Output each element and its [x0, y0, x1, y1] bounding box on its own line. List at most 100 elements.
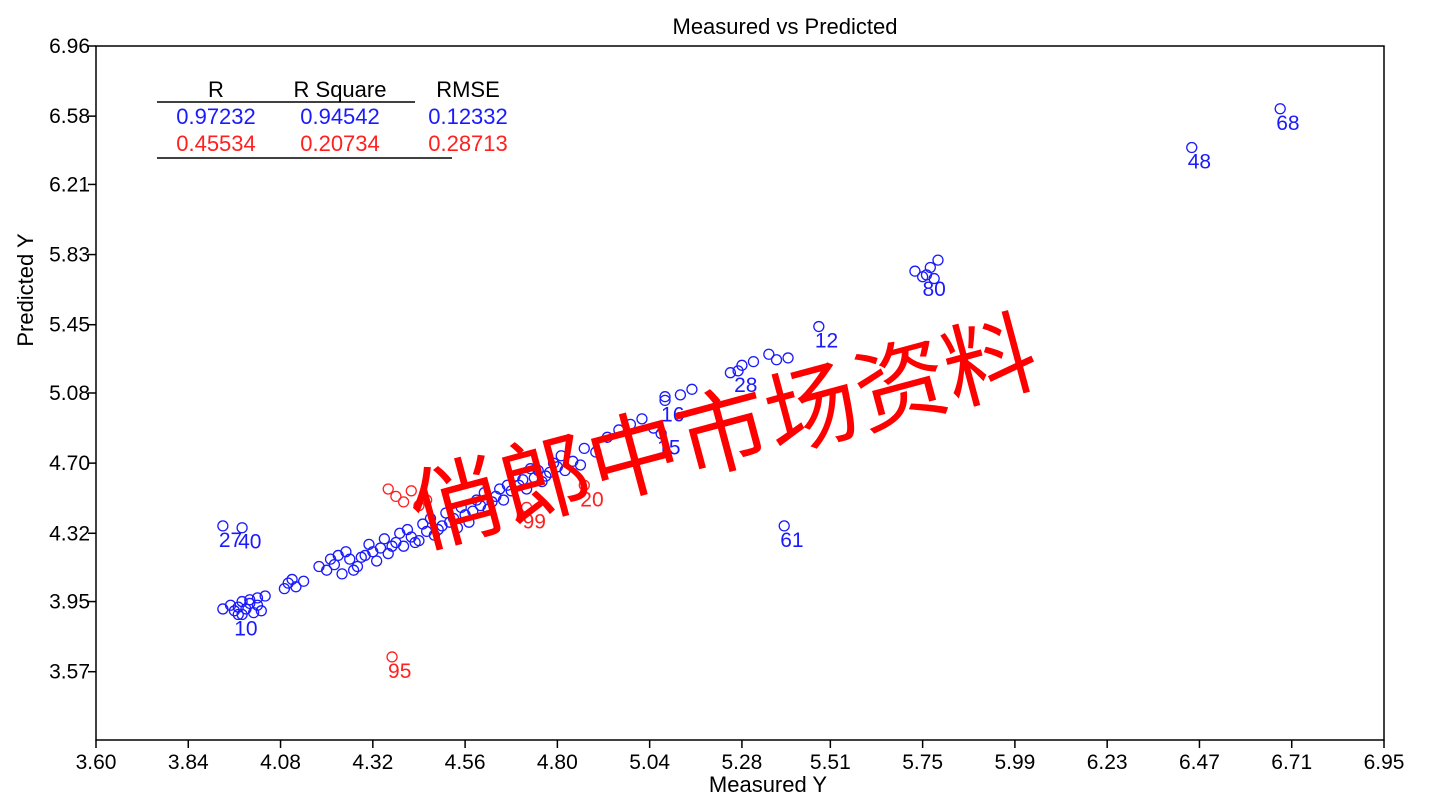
- x-tick-label: 5.28: [721, 751, 762, 774]
- chart-title: Measured vs Predicted: [673, 14, 898, 39]
- data-point: [332, 549, 344, 562]
- y-tick-label: 3.95: [49, 591, 90, 614]
- data-point: [486, 496, 498, 508]
- data-point: [363, 538, 375, 551]
- data-point: [313, 560, 325, 573]
- x-tick-label: 4.56: [445, 751, 486, 774]
- point-label: 95: [388, 660, 411, 683]
- data-point: [244, 594, 256, 606]
- y-tick-label: 5.83: [49, 244, 90, 267]
- x-tick-label: 5.04: [629, 751, 670, 774]
- data-point: [555, 450, 567, 462]
- stats-header: R: [208, 77, 224, 102]
- y-tick-label: 6.96: [49, 35, 90, 58]
- data-point: [647, 422, 660, 434]
- data-point: [386, 651, 398, 663]
- x-tick-label: 6.47: [1179, 751, 1220, 774]
- data-point: [390, 490, 402, 503]
- x-tick-label: 3.60: [76, 751, 117, 774]
- data-point: [444, 516, 456, 528]
- point-label: 48: [1188, 151, 1211, 174]
- point-label: 12: [815, 330, 838, 353]
- data-point: [413, 499, 425, 512]
- x-tick-label: 6.71: [1271, 751, 1312, 774]
- data-point: [674, 389, 687, 401]
- point-label: 28: [734, 374, 757, 397]
- data-point: [232, 608, 244, 621]
- data-point: [236, 522, 248, 534]
- data-point: [467, 505, 479, 517]
- data-point: [636, 413, 648, 425]
- data-point: [224, 599, 237, 611]
- x-tick-label: 6.23: [1087, 751, 1128, 774]
- data-point: [397, 496, 410, 508]
- data-point: [371, 555, 383, 567]
- data-point: [347, 564, 360, 576]
- data-point: [217, 520, 229, 532]
- data-point: [328, 559, 341, 571]
- data-point: [520, 483, 533, 495]
- y-tick-label: 5.08: [49, 382, 90, 405]
- data-point: [278, 582, 291, 595]
- point-label: 15: [657, 437, 680, 460]
- data-point: [494, 483, 506, 495]
- data-point: [601, 431, 614, 443]
- data-point: [578, 479, 590, 491]
- y-tick-label: 6.58: [49, 105, 90, 128]
- stats-table: R R Square RMSE 0.97232 0.94542 0.12332 0.4553…: [157, 77, 508, 159]
- x-tick-label: 4.08: [260, 751, 301, 774]
- x-tick-label: 4.32: [352, 751, 393, 774]
- data-point: [544, 466, 556, 479]
- x-tick-label: 5.99: [994, 751, 1035, 774]
- data-point: [613, 424, 625, 436]
- y-tick-label: 6.21: [49, 173, 90, 196]
- data-point: [659, 391, 671, 403]
- stats-header: R Square: [294, 77, 387, 102]
- data-point: [520, 501, 533, 514]
- data-point: [336, 568, 348, 580]
- data-point: [394, 527, 406, 539]
- data-point: [451, 522, 464, 534]
- stats-value: 0.20734: [300, 131, 380, 156]
- data-point: [259, 590, 271, 602]
- data-point: [478, 487, 490, 499]
- data-point: [409, 536, 421, 549]
- data-point: [547, 457, 560, 469]
- data-point: [1186, 141, 1198, 154]
- data-point: [1274, 103, 1286, 115]
- data-point: [813, 320, 825, 333]
- data-point: [536, 475, 548, 488]
- data-point: [374, 542, 387, 554]
- point-label: 40: [238, 531, 261, 554]
- data-point: [424, 512, 437, 525]
- data-point: [297, 575, 310, 587]
- data-point: [447, 512, 460, 525]
- data-point: [920, 269, 933, 281]
- data-point: [559, 464, 571, 477]
- y-axis-title: Predicted Y: [13, 233, 38, 347]
- point-label: 99: [523, 510, 546, 533]
- data-point: [455, 501, 467, 514]
- data-point: [624, 418, 637, 431]
- y-axis: 6.96 6.58 6.21 5.83 5.45 5.08 4.70 4.32 3.95 3.57: [49, 35, 96, 684]
- y-tick-label: 4.32: [49, 522, 90, 545]
- data-point: [778, 520, 790, 532]
- data-point: [590, 446, 602, 458]
- data-point: [505, 485, 517, 497]
- point-label: 80: [922, 278, 945, 301]
- point-label: 20: [580, 488, 603, 511]
- point-label: 27: [219, 529, 242, 552]
- data-point: [532, 464, 544, 477]
- data-point: [540, 470, 552, 482]
- data-point: [470, 494, 483, 506]
- data-point: [351, 560, 364, 573]
- stats-value: 0.45534: [176, 131, 256, 156]
- data-point: [909, 265, 921, 277]
- point-label: 68: [1276, 112, 1299, 135]
- data-point: [578, 442, 590, 455]
- data-point: [782, 352, 794, 364]
- data-point: [659, 394, 671, 407]
- data-point: [747, 355, 760, 368]
